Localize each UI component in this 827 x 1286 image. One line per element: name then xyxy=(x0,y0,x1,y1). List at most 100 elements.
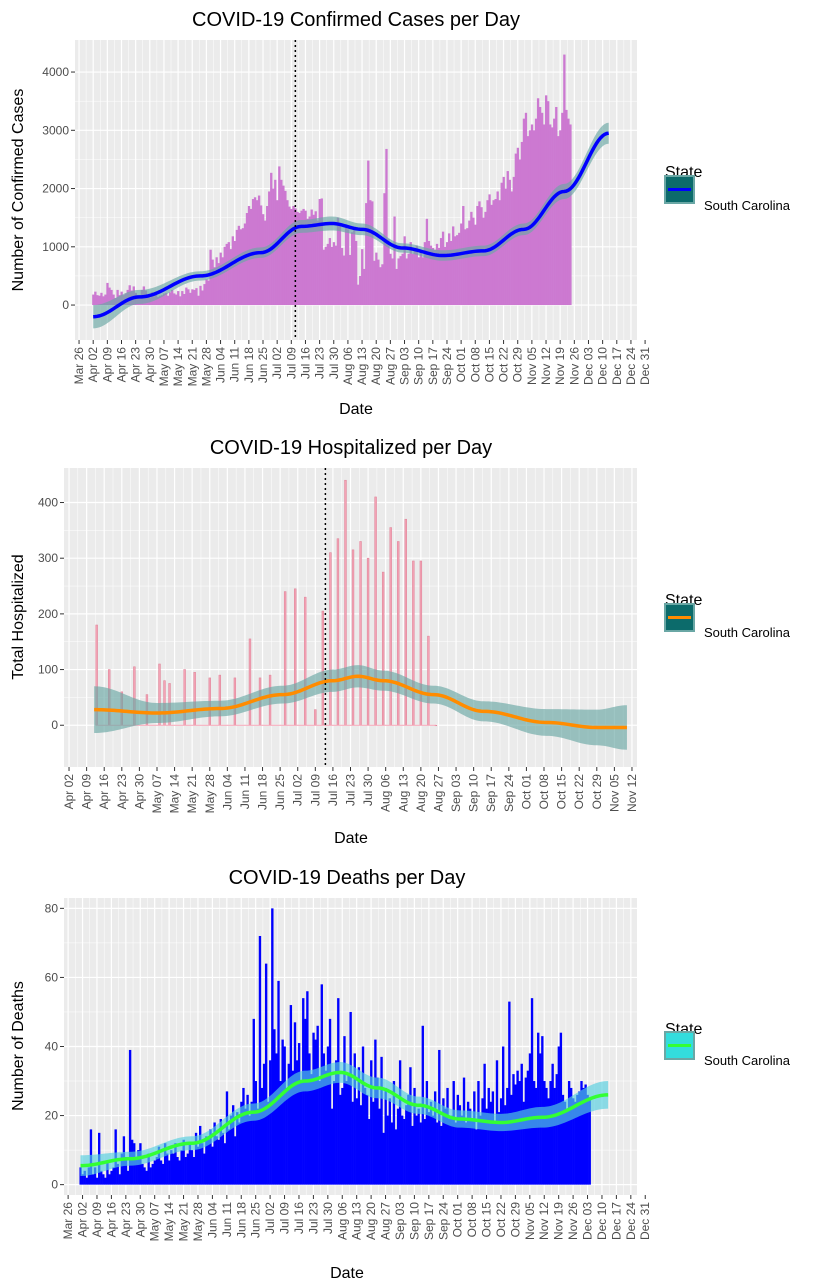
bar xyxy=(445,242,449,306)
bar xyxy=(415,1115,418,1185)
bar xyxy=(508,179,511,306)
bar xyxy=(343,1036,346,1185)
bar xyxy=(547,1098,550,1185)
x-tick-label: Dec 31 xyxy=(638,1202,652,1240)
bar xyxy=(324,1070,328,1185)
bar xyxy=(340,247,344,306)
chart-title: COVID-19 Deaths per Day xyxy=(229,867,466,889)
bar xyxy=(351,549,355,726)
x-tick-label: May 28 xyxy=(199,347,213,387)
x-tick-label: Oct 15 xyxy=(555,774,569,810)
x-tick-label: Sep 10 xyxy=(467,774,481,812)
bar xyxy=(388,1098,391,1185)
x-tick-label: Nov 26 xyxy=(567,347,581,385)
bar xyxy=(512,176,515,306)
bar xyxy=(302,208,305,306)
trend-confidence-band xyxy=(93,122,609,329)
bar xyxy=(532,1081,536,1185)
bar xyxy=(464,229,467,306)
x-tick-label: Dec 03 xyxy=(581,347,595,385)
bar xyxy=(427,635,430,726)
x-tick-label: Aug 13 xyxy=(350,1202,364,1240)
bar xyxy=(411,253,414,306)
bar xyxy=(314,211,317,306)
bar xyxy=(243,223,247,306)
bar xyxy=(538,106,542,306)
bar xyxy=(330,1108,334,1185)
legend-label: South Carolina xyxy=(704,198,791,213)
bar xyxy=(427,1112,431,1185)
bar xyxy=(522,1101,525,1185)
bar xyxy=(450,240,453,306)
x-tick-label: May 14 xyxy=(168,774,182,814)
bar xyxy=(246,1094,249,1185)
x-tick-label: Apr 23 xyxy=(115,774,129,810)
bar xyxy=(157,1146,161,1185)
x-tick-label: Oct 15 xyxy=(482,347,496,383)
bar xyxy=(441,231,445,306)
bar xyxy=(403,236,406,306)
bar xyxy=(580,1081,583,1185)
deaths-svg: COVID-19 Deaths per Day Number of Deaths… xyxy=(10,867,791,1282)
bar xyxy=(112,1167,115,1185)
bar xyxy=(405,258,408,306)
bar xyxy=(347,1074,350,1185)
plot-area xyxy=(75,40,653,340)
bar xyxy=(419,1122,422,1185)
bar xyxy=(359,275,362,306)
bar xyxy=(283,591,287,726)
bar xyxy=(572,1098,575,1185)
bar xyxy=(429,245,433,306)
x-tick-label: May 28 xyxy=(191,1202,205,1242)
bar xyxy=(342,255,346,306)
bar xyxy=(385,148,388,306)
x-tick-label: Jun 04 xyxy=(220,774,234,810)
bar xyxy=(314,709,317,726)
bar xyxy=(328,1018,332,1185)
bar xyxy=(442,1098,445,1185)
bar xyxy=(213,1122,216,1185)
bar xyxy=(229,1115,233,1185)
bar xyxy=(116,1163,119,1185)
bar xyxy=(553,118,556,306)
bar xyxy=(377,259,380,306)
bar xyxy=(162,293,166,306)
x-tick-label: Jul 30 xyxy=(361,774,375,806)
bar xyxy=(413,1087,416,1185)
bar xyxy=(104,1177,107,1185)
bar xyxy=(178,1160,181,1185)
x-tick-label: Nov 19 xyxy=(552,1202,566,1240)
bar xyxy=(555,1074,558,1185)
bar xyxy=(194,1132,198,1185)
bar xyxy=(166,1153,169,1185)
bar xyxy=(397,258,400,306)
bar xyxy=(104,294,107,306)
bar xyxy=(411,1125,414,1185)
x-tick-label: Nov 12 xyxy=(539,347,553,385)
x-tick-label: Dec 24 xyxy=(624,1202,638,1240)
bar xyxy=(227,1129,231,1185)
bar xyxy=(231,1105,235,1185)
bar xyxy=(205,279,208,306)
bar xyxy=(234,1136,237,1185)
bar xyxy=(386,1115,389,1185)
bar xyxy=(118,1174,121,1185)
bar xyxy=(252,1018,255,1185)
bar xyxy=(189,292,192,306)
bar xyxy=(427,240,431,306)
y-tick-label: 60 xyxy=(45,970,59,984)
bar xyxy=(158,295,162,306)
legend-label: South Carolina xyxy=(704,625,791,640)
bar xyxy=(383,193,386,306)
x-tick-label: Oct 01 xyxy=(454,347,468,383)
bar xyxy=(473,1091,476,1185)
bar xyxy=(559,130,562,306)
x-tick-label: Aug 20 xyxy=(369,347,383,385)
bar xyxy=(87,1167,91,1185)
bar xyxy=(223,246,226,306)
bar xyxy=(267,1101,270,1185)
bar xyxy=(128,1049,132,1185)
bar xyxy=(110,289,113,306)
x-tick-label: Jun 04 xyxy=(205,1202,219,1238)
bar xyxy=(361,1046,365,1185)
